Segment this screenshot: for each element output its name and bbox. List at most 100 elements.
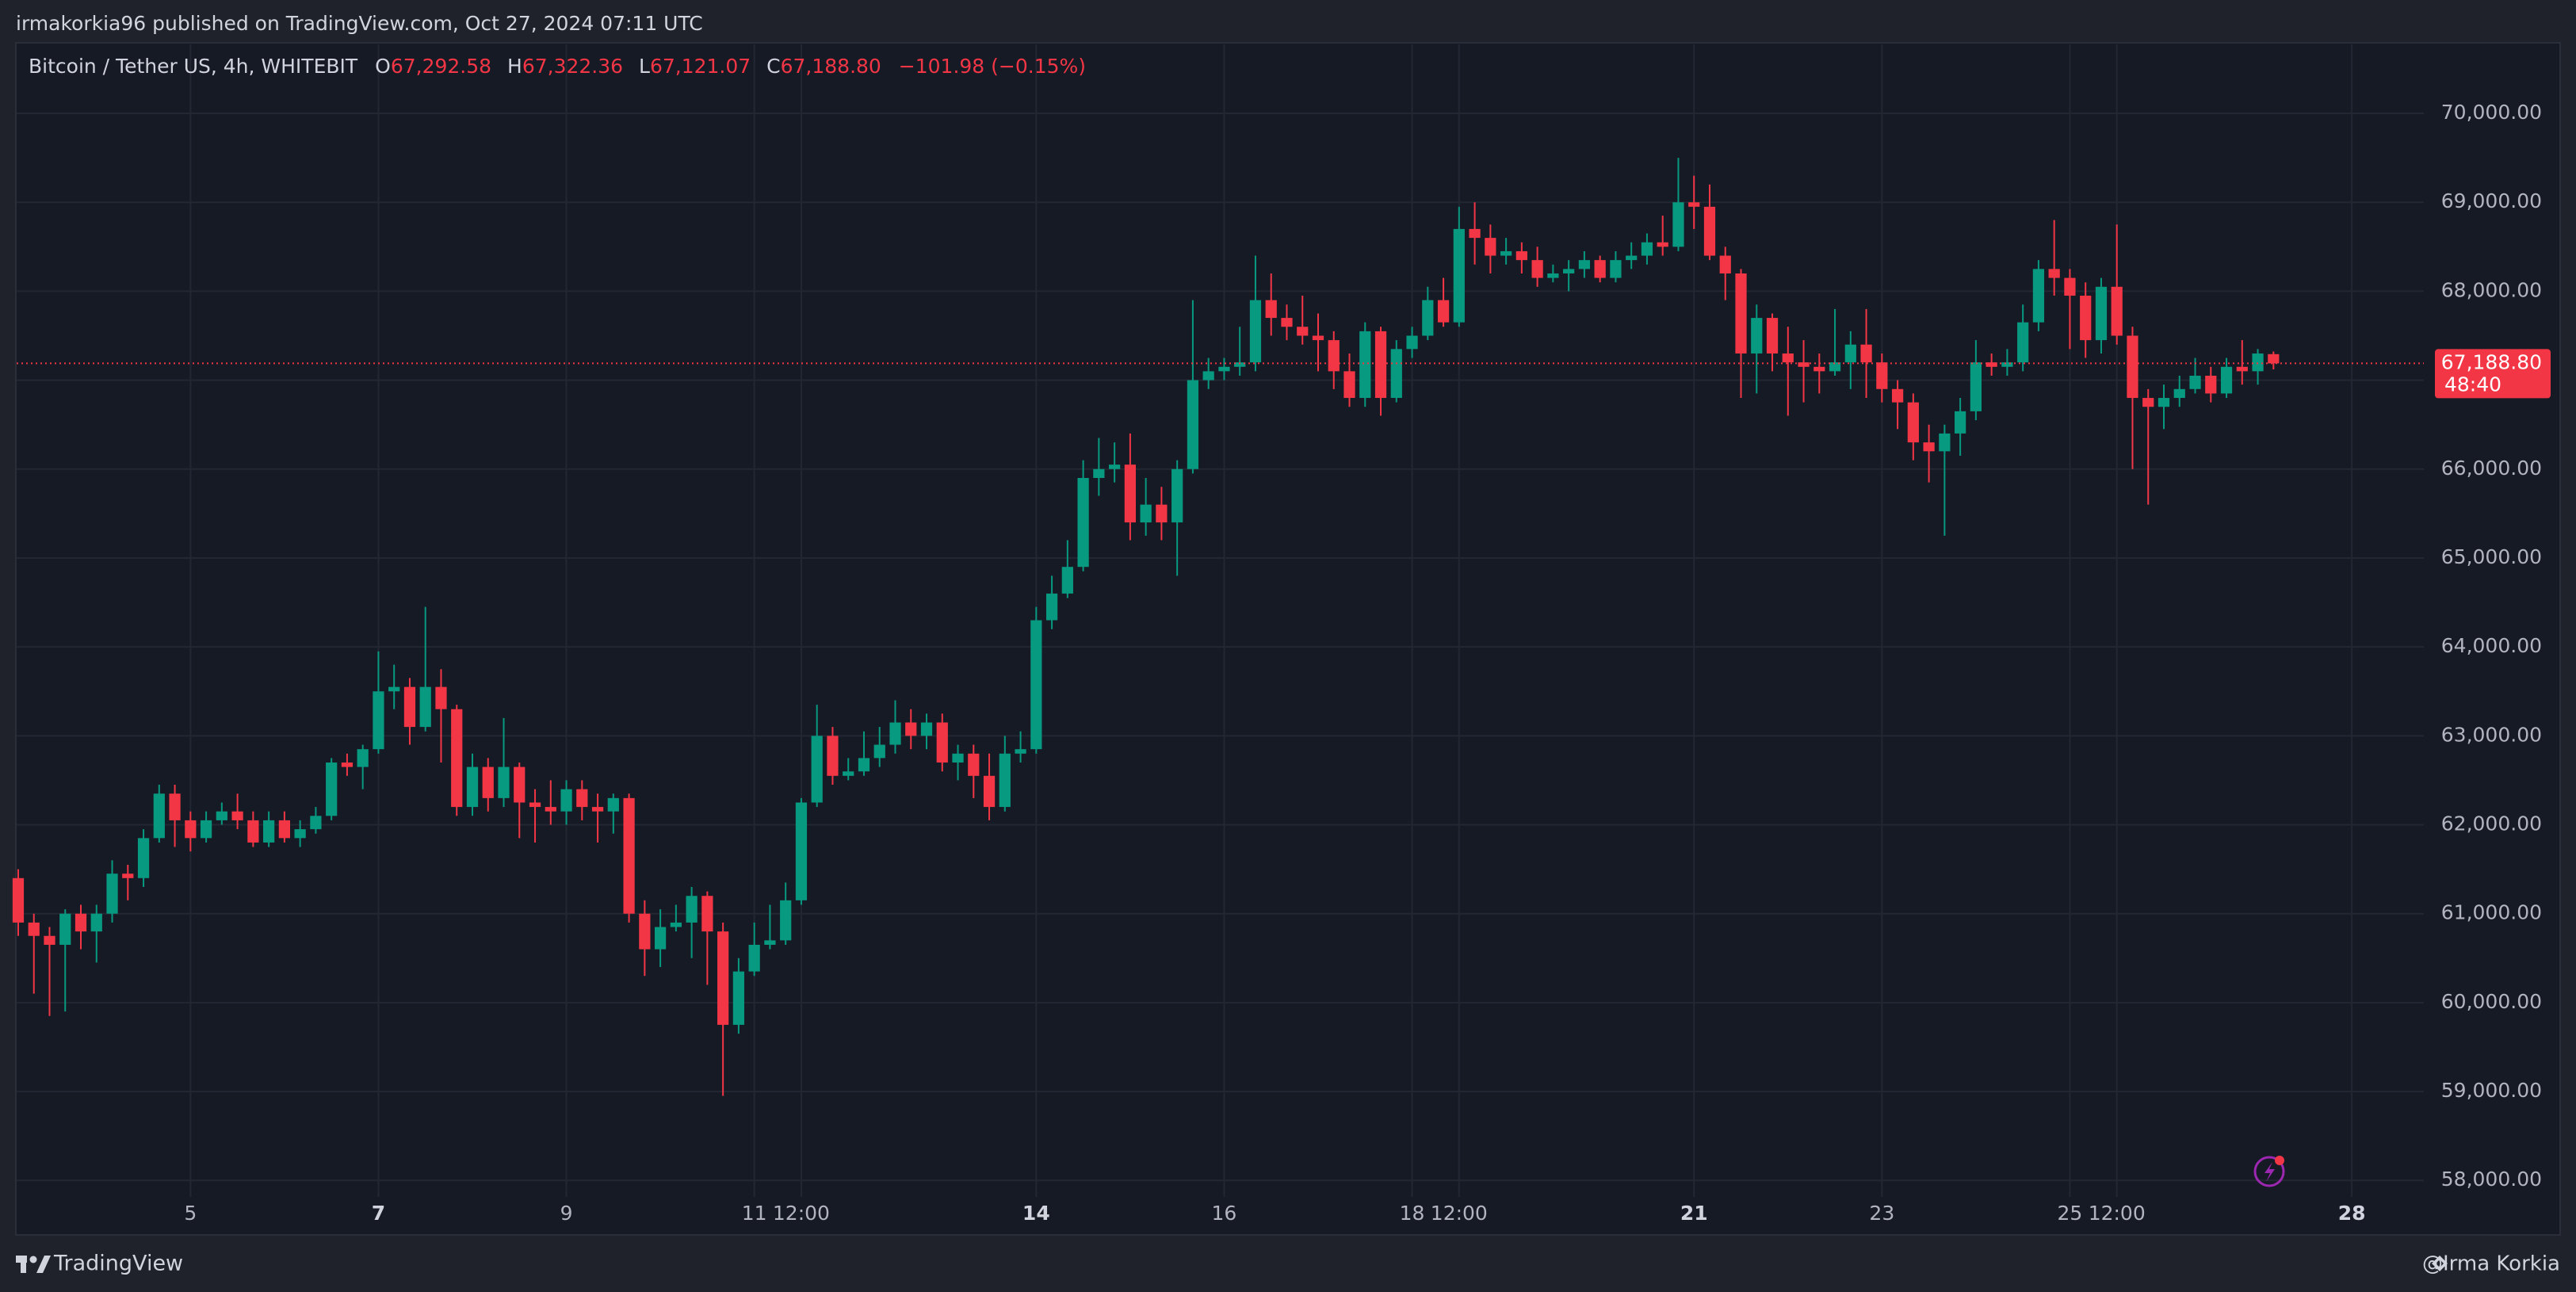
candle-body	[1045, 593, 1058, 621]
candle-body	[2017, 322, 2029, 363]
logo-part	[29, 1256, 37, 1263]
candle-body	[435, 686, 447, 709]
candle-body	[200, 820, 212, 839]
candle-body	[451, 709, 463, 808]
candle-body	[1171, 468, 1183, 523]
candle-body	[795, 802, 808, 900]
candle-body	[1469, 228, 1481, 239]
ohlc-key: H	[507, 55, 522, 78]
candle-body	[1641, 242, 1653, 256]
candle-body	[106, 873, 118, 914]
candle-body	[122, 873, 134, 878]
candle-body	[1578, 260, 1591, 269]
candle-body	[403, 686, 416, 728]
candle-body	[247, 820, 259, 843]
y-tick-label: 61,000.00	[2441, 901, 2542, 924]
x-tick-label: 7	[372, 1202, 385, 1225]
candle-body	[1657, 242, 1668, 247]
candle-body	[2189, 375, 2201, 389]
candle-body	[1907, 402, 1919, 443]
candle-body	[2205, 375, 2217, 394]
candle-body	[216, 811, 227, 820]
ohlc-value: 67,292.58	[391, 55, 491, 78]
candle-body	[1281, 318, 1293, 327]
ohlc-value: 67,322.36	[522, 55, 623, 78]
candle-body	[873, 744, 885, 759]
change: −101.98 (−0.15%)	[899, 55, 1086, 78]
candle-body	[545, 807, 556, 812]
candle-body	[1343, 371, 1355, 399]
candle-body	[2173, 388, 2185, 399]
candle-body	[1876, 362, 1888, 389]
candle-body	[1547, 273, 1559, 278]
candle-body	[1265, 300, 1277, 319]
candle-body	[1406, 335, 1418, 350]
candle-body	[560, 789, 572, 812]
candle-body	[2032, 269, 2045, 323]
candle-body	[1798, 362, 1810, 367]
candle-body	[1187, 380, 1199, 469]
candle-body	[498, 766, 510, 798]
y-tick-label: 60,000.00	[2441, 990, 2542, 1013]
candle-body	[1422, 300, 1434, 336]
ohlc-value: 67,188.80	[781, 55, 881, 78]
y-tick-label: 64,000.00	[2441, 634, 2542, 657]
candle-body	[2048, 269, 2060, 278]
candle-body	[310, 816, 322, 830]
candle-body	[231, 811, 243, 820]
candle-body	[2064, 277, 2076, 296]
candle-body	[2220, 366, 2233, 394]
last-price-label: 67,188.80	[2441, 350, 2542, 373]
candle-body	[373, 691, 384, 750]
candle-body	[1735, 273, 1747, 354]
candle-body	[278, 820, 290, 839]
x-tick-label: 12:00	[2089, 1202, 2146, 1225]
x-tick-label: 14	[1022, 1202, 1050, 1225]
candle-body	[1374, 331, 1387, 399]
candle-body	[670, 922, 682, 927]
ohlc-value: 67,121.07	[650, 55, 751, 78]
y-tick-label: 58,000.00	[2441, 1168, 2542, 1191]
candle-body	[1594, 260, 1606, 278]
candle-body	[936, 722, 948, 763]
candle-body	[514, 766, 526, 803]
candle-body	[843, 771, 854, 776]
candle-body	[1986, 362, 1997, 367]
x-tick-label: 23	[1869, 1202, 1894, 1225]
candle-body	[1891, 388, 1904, 403]
candle-body	[827, 736, 839, 776]
x-tick-label: 12:00	[773, 1202, 830, 1225]
y-tick-label: 59,000.00	[2441, 1079, 2542, 1102]
candle-body	[1703, 206, 1716, 256]
x-tick-label: 12:00	[1431, 1202, 1488, 1225]
candle-body	[2157, 398, 2170, 407]
candle-body	[169, 793, 181, 820]
candle-body	[2080, 296, 2092, 341]
y-tick-label: 66,000.00	[2441, 457, 2542, 480]
author-icon	[2432, 1256, 2448, 1271]
x-tick-label: 16	[1212, 1202, 1237, 1225]
candle-body	[1688, 202, 1700, 207]
candle-body	[2095, 286, 2108, 341]
candle-body	[1751, 318, 1763, 354]
footer-logo	[16, 1256, 51, 1273]
candle-body	[1077, 478, 1089, 568]
candle-body	[1531, 260, 1543, 278]
candle-body	[263, 820, 275, 843]
candle-body	[1626, 255, 1638, 261]
candle-body	[12, 877, 25, 923]
candle-body	[591, 807, 604, 812]
symbol: Bitcoin / Tether US, 4h, WHITEBIT	[29, 55, 358, 78]
y-tick-label: 69,000.00	[2441, 189, 2542, 212]
candle-body	[1782, 353, 1794, 363]
chart-header: Bitcoin / Tether US, 4h, WHITEBIT O67,29…	[29, 55, 1086, 78]
candle-body	[90, 913, 102, 932]
candle-body	[1030, 620, 1042, 750]
footer-author: @Irma Korkia	[2422, 1252, 2560, 1276]
countdown-label: 48:40	[2444, 373, 2501, 396]
candle-body	[858, 758, 870, 772]
candle-body	[1563, 269, 1575, 273]
candle-body	[764, 940, 776, 945]
icon-dot	[2275, 1156, 2284, 1165]
ohlc-key: C	[766, 55, 780, 78]
